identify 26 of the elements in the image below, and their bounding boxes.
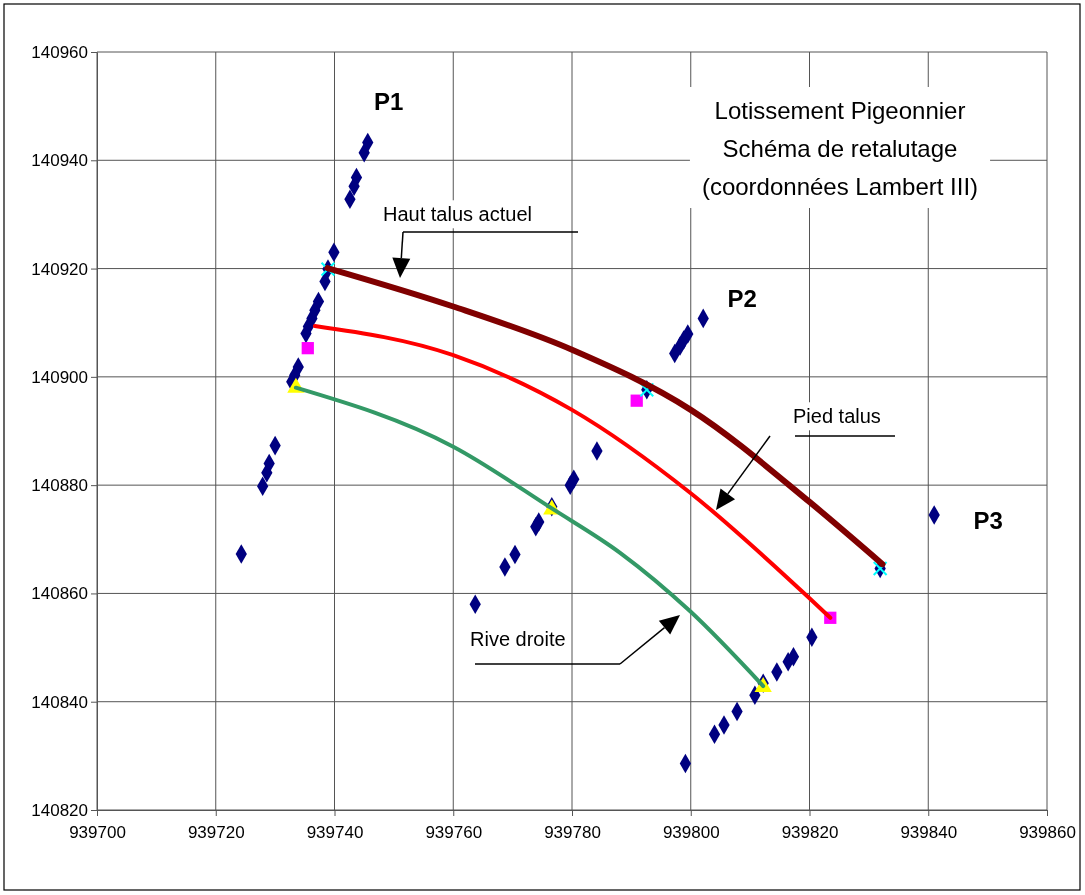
annotation: Pied talus — [793, 405, 881, 428]
y-tick-label: 140920 — [31, 259, 88, 279]
x-tick-label: 939820 — [781, 822, 839, 842]
x-tick-label: 939800 — [662, 822, 720, 842]
x-tick-label: 939860 — [1019, 822, 1076, 842]
x-tick-label: 939840 — [900, 822, 958, 842]
annotation: P2 — [727, 284, 757, 312]
y-tick-label: 140860 — [31, 584, 88, 604]
annotation: P1 — [374, 87, 404, 115]
x-tick-label: 939780 — [544, 822, 601, 842]
text: Lotissement Pigeonnier Schéma de retalutage (coordonnées Lambert III) — [701, 97, 979, 200]
point — [630, 394, 643, 407]
x-tick-label: 939760 — [425, 822, 483, 842]
annotation: Rive droite — [470, 628, 566, 651]
point — [301, 342, 314, 355]
y-tick-label: 140880 — [31, 476, 88, 496]
y-tick-label: 140840 — [31, 692, 88, 712]
annotation: Haut talus actuel — [383, 203, 532, 226]
y-tick-label: 140900 — [31, 367, 88, 387]
x-tick-label: 939720 — [187, 822, 245, 842]
y-tick-label: 140960 — [31, 42, 88, 62]
annotation: P3 — [973, 507, 1003, 535]
y-tick-label: 140820 — [31, 800, 88, 820]
x-tick-label: 939740 — [306, 822, 364, 842]
x-tick-label: 939700 — [69, 822, 126, 842]
y-tick-label: 140940 — [31, 151, 88, 171]
